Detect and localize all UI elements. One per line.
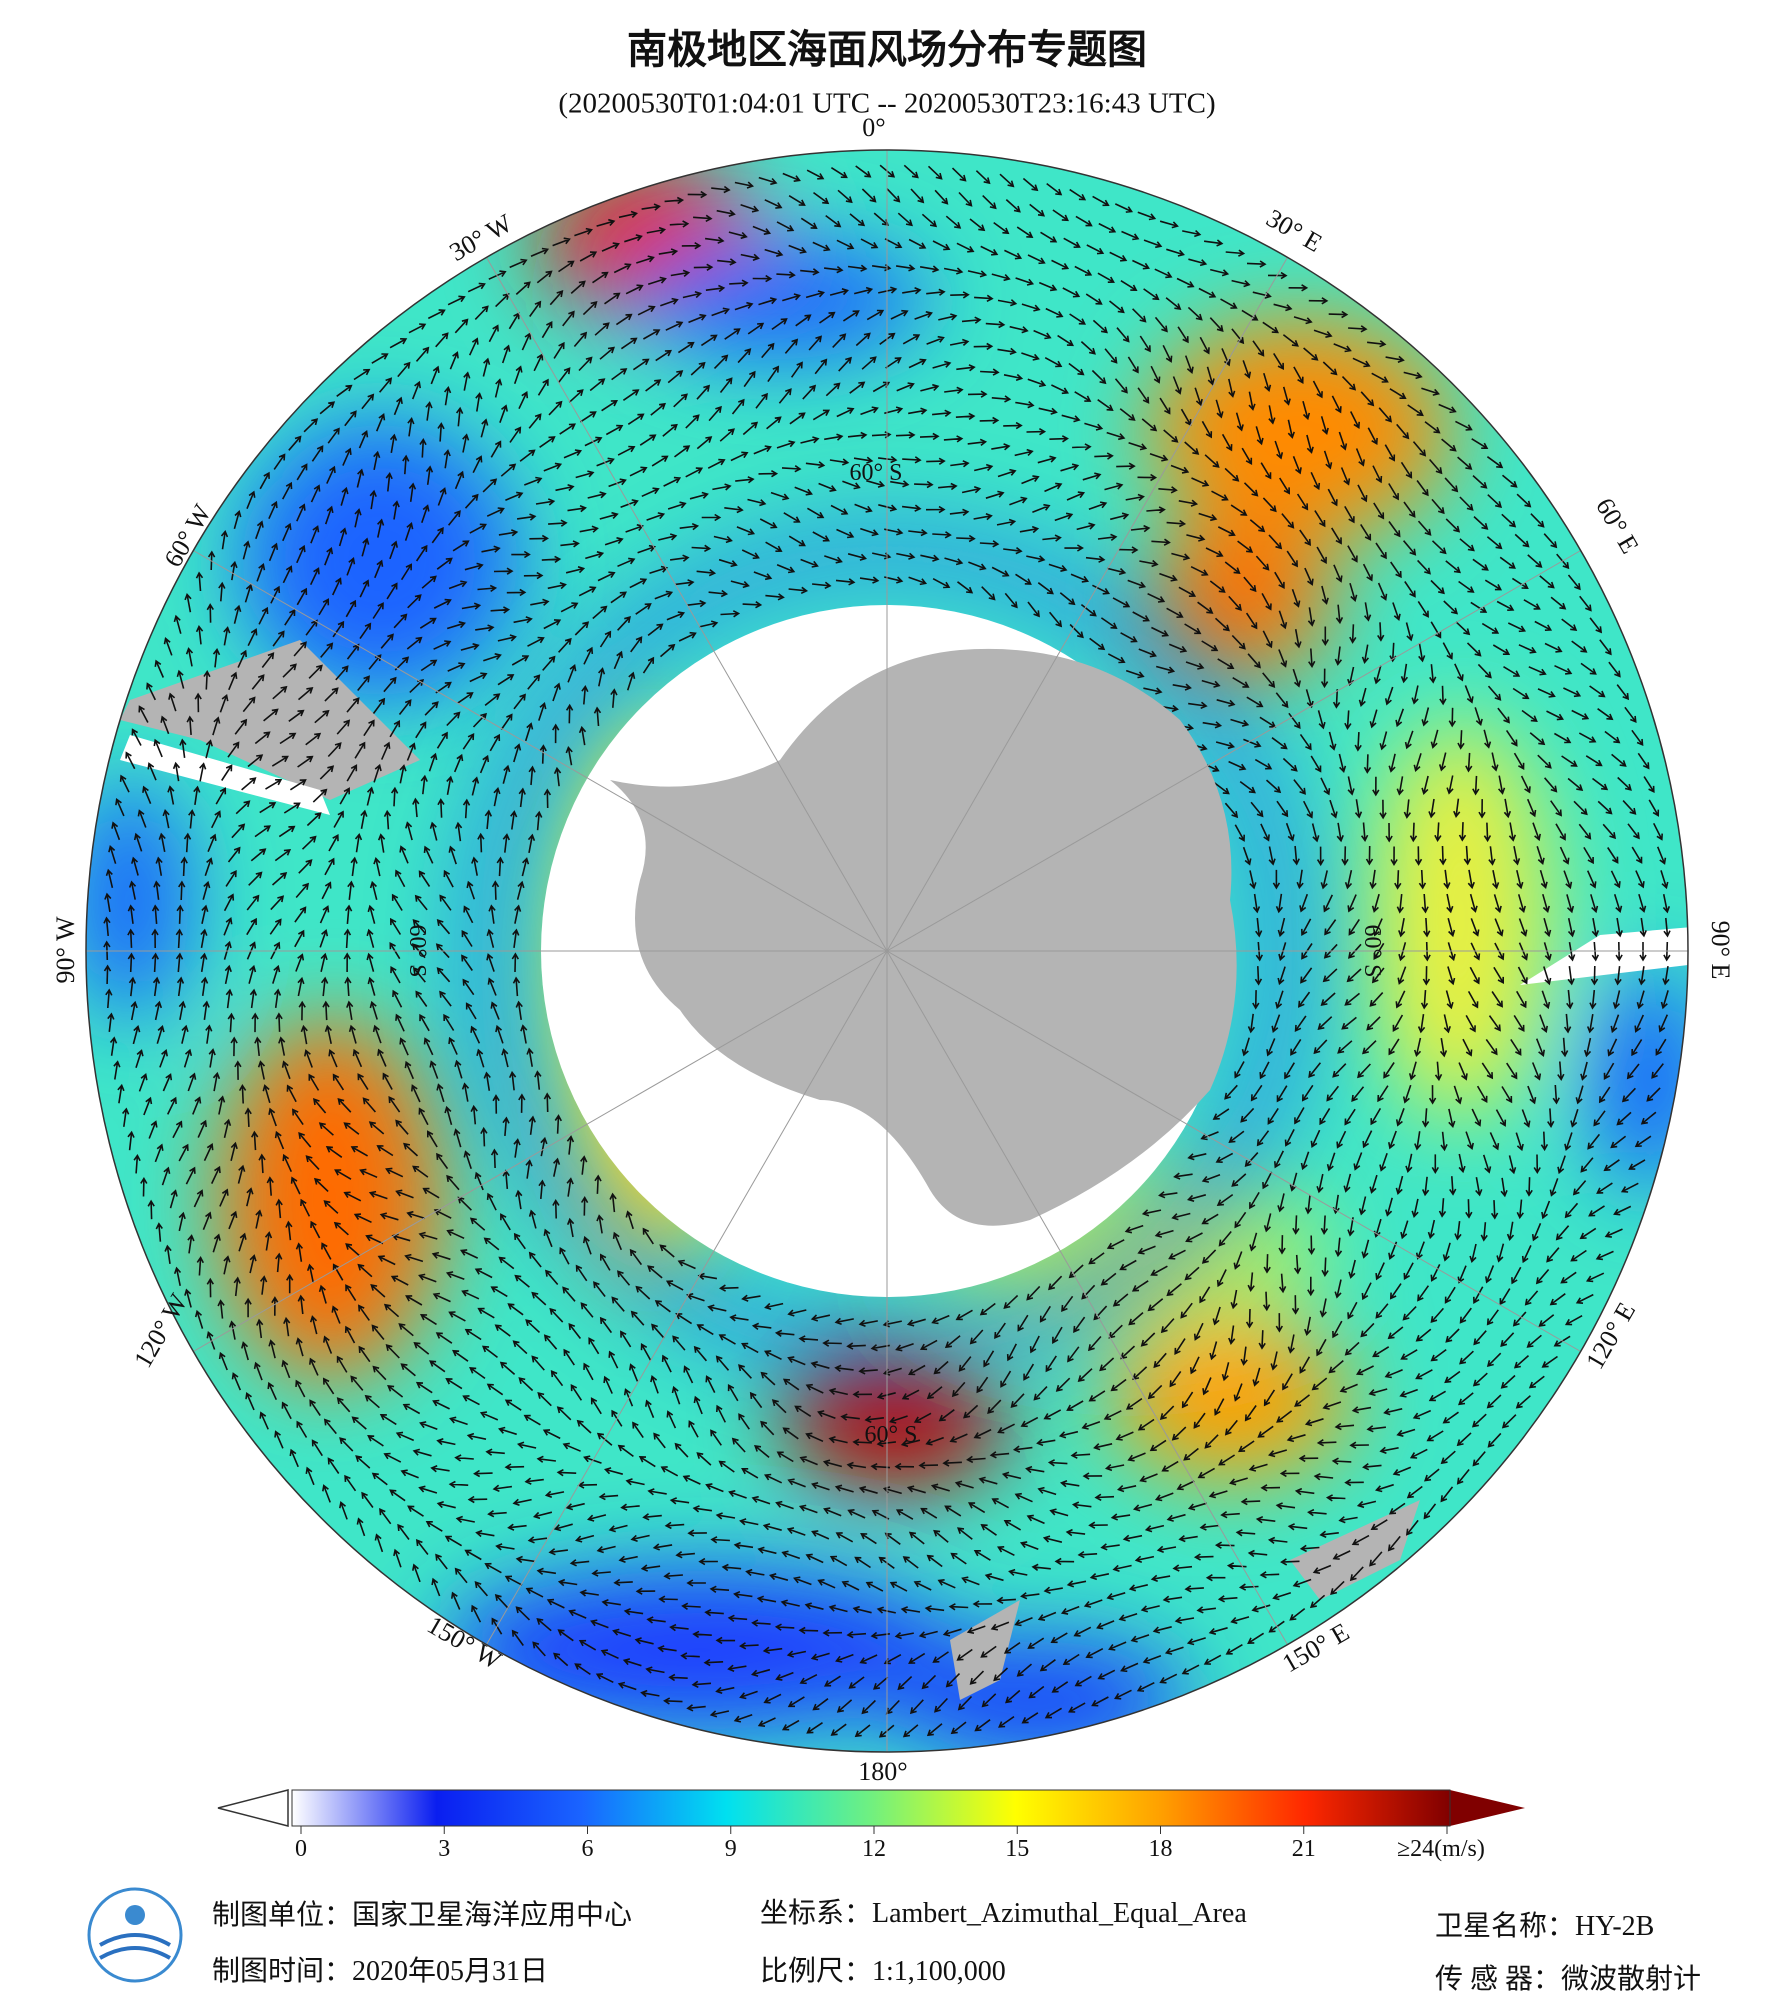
scale: 比例尺：1:1,100,000 xyxy=(760,1955,1006,1987)
latitude-labels: 60° S 60° S 60° S 60° S xyxy=(404,460,1385,1448)
date: 制图时间：2020年05月31日 xyxy=(212,1955,548,1987)
colorbar-high-arrow xyxy=(1450,1790,1525,1826)
lon-label: 90° E xyxy=(1706,921,1735,980)
colorbar-tick-label: 21 xyxy=(1292,1836,1316,1862)
colorbar-tick-label: ≥24(m/s) xyxy=(1397,1836,1485,1862)
colorbar-tick-label: 6 xyxy=(582,1836,594,1862)
meridian xyxy=(886,950,1581,1352)
meridian xyxy=(886,550,1581,952)
meridian xyxy=(193,950,888,1352)
projection: 坐标系：Lambert_Azimuthal_Equal_Area xyxy=(760,1897,1247,1929)
lat-label: 60° S xyxy=(865,1422,918,1448)
producer: 制图单位：国家卫星海洋应用中心 xyxy=(212,1899,632,1931)
colorbar-tick-label: 12 xyxy=(862,1836,886,1862)
subtitle: (20200530T01:04:01 UTC -- 20200530T23:16… xyxy=(558,88,1215,120)
title: 南极地区海面风场分布专题图 xyxy=(627,27,1147,72)
meridian xyxy=(486,257,888,952)
meridian xyxy=(886,950,1288,1645)
footer: 制图单位：国家卫星海洋应用中心 制图时间：2020年05月31日 坐标系：Lam… xyxy=(87,1887,1701,1995)
logo xyxy=(87,1887,183,1983)
parallel xyxy=(85,149,1689,1753)
colorbar-tick-label: 18 xyxy=(1149,1836,1173,1862)
lat-label: 60° S xyxy=(850,460,903,486)
meridian xyxy=(486,950,888,1645)
colorbar-tick-label: 9 xyxy=(725,1836,737,1862)
meridian xyxy=(193,550,888,952)
lon-label: 0° xyxy=(862,113,885,142)
antarctica xyxy=(610,648,1237,1226)
colorbar: 0 3 6 9 12 15 18 21 ≥24(m/s) xyxy=(217,1789,1525,1862)
colorbar-tick-label: 0 xyxy=(295,1836,307,1862)
lon-label: 180° xyxy=(858,1757,907,1786)
colorbar-low-arrow xyxy=(217,1789,289,1827)
colorbar-tick-label: 3 xyxy=(438,1836,450,1862)
colorbar-tick-label: 15 xyxy=(1005,1836,1029,1862)
graticule xyxy=(85,149,1689,1753)
sensor: 传 感 器：微波散射计 xyxy=(1435,1963,1701,1995)
meridian xyxy=(886,257,1288,952)
satellite: 卫星名称：HY-2B xyxy=(1435,1910,1654,1942)
colorbar-scale xyxy=(291,1789,1451,1827)
lon-label: 90° W xyxy=(51,916,80,983)
lat-label: 60° S xyxy=(404,925,430,978)
lat-label: 60° S xyxy=(1359,925,1385,978)
